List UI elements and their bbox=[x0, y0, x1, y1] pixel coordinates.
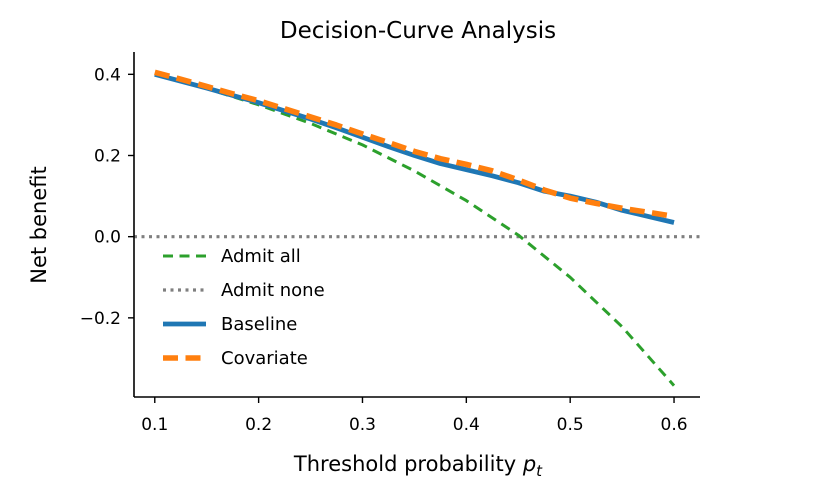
y-axis-ticks: −0.2 0.0 0.2 0.4 bbox=[80, 65, 134, 329]
series-line-covariate bbox=[154, 69, 675, 220]
legend-label: Covariate bbox=[221, 348, 308, 369]
legend: Admit all Admit none Baseline Covariate bbox=[163, 246, 325, 369]
x-axis-label-sub: t bbox=[536, 462, 543, 480]
legend-label: Admit all bbox=[221, 246, 301, 267]
x-tick-label: 0.4 bbox=[453, 415, 480, 435]
legend-entry-admit-all: Admit all bbox=[163, 246, 301, 267]
legend-entry-admit-none: Admit none bbox=[163, 280, 325, 301]
x-axis-label-text: Threshold probability bbox=[293, 452, 516, 476]
x-axis-label: Threshold probability pt bbox=[293, 452, 543, 480]
legend-label: Baseline bbox=[221, 314, 297, 335]
y-axis-label: Net benefit bbox=[27, 166, 51, 283]
x-tick-label: 0.2 bbox=[245, 415, 272, 435]
legend-label: Admit none bbox=[221, 280, 325, 301]
series-line-admit-all bbox=[154, 72, 676, 387]
y-tick-label: 0.0 bbox=[94, 228, 121, 248]
x-axis-ticks: 0.1 0.2 0.3 0.4 0.5 0.6 bbox=[141, 397, 688, 435]
x-tick-label: 0.3 bbox=[349, 415, 376, 435]
legend-entry-baseline: Baseline bbox=[163, 314, 297, 335]
y-tick-label: 0.4 bbox=[94, 65, 121, 85]
x-tick-label: 0.6 bbox=[661, 415, 688, 435]
y-tick-label: 0.2 bbox=[94, 147, 121, 167]
x-tick-label: 0.1 bbox=[141, 415, 168, 435]
y-tick-label: −0.2 bbox=[80, 309, 121, 329]
chart-title: Decision-Curve Analysis bbox=[280, 18, 556, 44]
legend-entry-covariate: Covariate bbox=[163, 348, 308, 369]
x-tick-label: 0.5 bbox=[557, 415, 584, 435]
x-axis-label-var: p bbox=[522, 452, 536, 476]
plot-area bbox=[134, 69, 700, 387]
